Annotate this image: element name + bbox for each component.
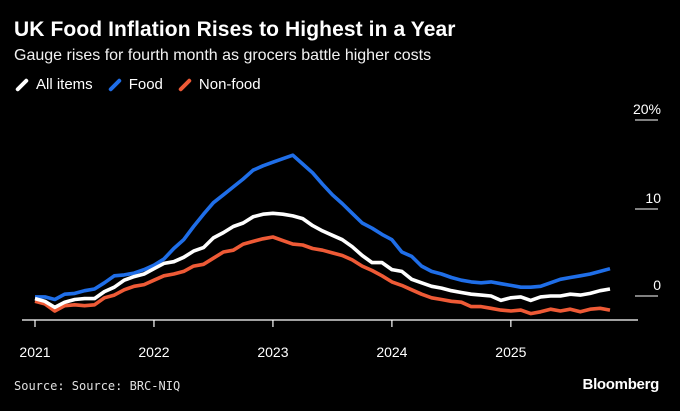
bloomberg-logo: Bloomberg xyxy=(582,376,660,393)
series-line-all-items xyxy=(34,211,611,310)
y-tick-label: 10 xyxy=(645,190,661,206)
series-line-non-food xyxy=(34,235,611,316)
x-tick-label: 2021 xyxy=(19,344,50,360)
x-tick-label: 2022 xyxy=(138,344,169,360)
legend-item-food: Food xyxy=(107,76,163,93)
chart-legend: All items Food Non-food xyxy=(14,76,261,93)
x-tick-label: 2023 xyxy=(257,344,288,360)
series-line-food xyxy=(35,153,611,302)
chart-subtitle: Gauge rises for fourth month as grocers … xyxy=(14,47,432,64)
legend-label-food: Food xyxy=(128,76,163,93)
source-note: Source: Source: BRC-NIQ xyxy=(14,379,181,393)
y-tick-label: 20% xyxy=(633,101,661,117)
x-tick-label: 2024 xyxy=(376,344,407,360)
legend-item-non-food: Non-food xyxy=(177,76,261,93)
legend-label-non-food: Non-food xyxy=(198,76,261,93)
legend-label-all-items: All items xyxy=(36,76,93,93)
x-tick-label: 2025 xyxy=(495,344,526,360)
chart-title: UK Food Inflation Rises to Highest in a … xyxy=(14,18,456,41)
legend-item-all-items: All items xyxy=(14,76,93,93)
y-tick-label: 0 xyxy=(653,277,661,293)
